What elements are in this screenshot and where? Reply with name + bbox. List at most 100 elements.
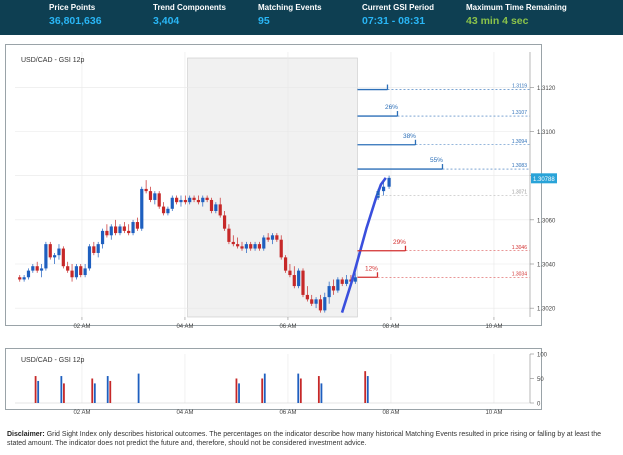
volume-bar (263, 373, 266, 403)
candle-body (327, 286, 331, 298)
x-tick-label: 08 AM (382, 324, 399, 330)
stat-max-time-remaining: Maximum Time Remaining 43 min 4 sec (466, 3, 567, 27)
candle-body (31, 266, 35, 271)
current-price-tag (531, 173, 557, 184)
candle-body (381, 186, 386, 192)
volume-chart-panel[interactable]: 100 50 0 02 AM 04 AM 06 AM 08 AM 10 AM USD/CAD … (5, 348, 548, 416)
y-tick-label: 0 (537, 402, 541, 408)
candle-body (74, 266, 79, 278)
candle-body (39, 268, 44, 271)
volume-bar (34, 376, 37, 403)
candle-body (288, 270, 292, 276)
current-price-label: 1.30788 (533, 177, 555, 183)
stat-value: 43 min 4 sec (466, 15, 529, 27)
candle-body (170, 197, 174, 209)
candle-body (26, 270, 31, 278)
mid-level-price: 1.3071 (512, 190, 528, 196)
candle-body (179, 199, 183, 203)
y-tick-label: 1.3120 (537, 86, 556, 92)
candle-body (175, 197, 179, 203)
candle-body (257, 244, 262, 249)
candle-body (236, 244, 240, 247)
up-level-price: 1.3094 (512, 139, 528, 145)
up-level-percent: 55% (430, 157, 443, 164)
down-level-percent: 12% (365, 265, 378, 272)
candle-body (279, 239, 283, 258)
volume-bar (63, 383, 65, 403)
x-tick-label: 02 AM (73, 324, 90, 330)
down-level-price: 1.3046 (512, 245, 528, 251)
candle-body (266, 237, 270, 240)
stat-label: Maximum Time Remaining (466, 3, 567, 12)
candle-body (244, 244, 248, 249)
candle-body (131, 222, 135, 234)
candle-body (353, 277, 357, 282)
candle-body (114, 226, 118, 234)
stats-header: Price Points 36,801,636 Trend Components… (0, 0, 623, 35)
candle-body (310, 299, 314, 304)
candle-body (109, 226, 113, 236)
up-level-percent: 26% (385, 104, 398, 111)
candle-body (144, 188, 148, 192)
stat-value: 95 (258, 15, 270, 27)
candle-body (249, 244, 253, 249)
candle-body (127, 230, 131, 234)
x-tick-label: 06 AM (279, 324, 296, 330)
volume-bar (109, 380, 112, 403)
volume-chart[interactable]: 100 50 0 02 AM 04 AM 06 AM 08 AM 10 AM (5, 348, 620, 418)
up-level-price: 1.3107 (512, 110, 528, 116)
main-chart-title: USD/CAD - GSI 12p (21, 57, 85, 64)
stat-value: 36,801,636 (49, 15, 102, 27)
stat-current-gsi-period: Current GSI Period 07:31 - 08:31 (362, 3, 434, 27)
candle-body (331, 286, 336, 291)
candle-body (118, 226, 122, 234)
y-tick-label: 1.3100 (537, 130, 556, 136)
up-level-price: 1.3083 (512, 163, 528, 169)
candle-body (192, 197, 196, 200)
candle-body (214, 204, 218, 211)
candle-body (79, 266, 83, 276)
candle-body (262, 237, 266, 249)
candle-body (314, 299, 318, 304)
x-tick-label: 10 AM (485, 324, 502, 330)
stat-value: 3,404 (153, 15, 180, 27)
volume-bar (261, 378, 264, 403)
x-tick-label: 06 AM (279, 410, 296, 416)
candle-body (83, 268, 87, 276)
candle-body (218, 204, 222, 216)
candle-body (301, 270, 305, 295)
candle-body (92, 246, 96, 253)
candle-body (44, 244, 48, 269)
candle-body (96, 244, 100, 253)
volume-bar (366, 376, 369, 403)
candle-body (153, 193, 157, 200)
volume-bar (364, 371, 367, 403)
candle-body (336, 279, 340, 291)
candle-body (87, 246, 92, 269)
x-tick-label: 10 AM (485, 410, 502, 416)
candle-body (48, 244, 52, 258)
volume-bar (37, 380, 40, 403)
candle-body (376, 191, 380, 198)
y-tick-label: 50 (537, 377, 544, 383)
candle-body (292, 275, 296, 287)
volume-bar (60, 376, 63, 403)
volume-bar (91, 378, 94, 403)
candle-body (209, 199, 214, 211)
up-level-percent: 38% (403, 133, 416, 140)
stat-matching-events: Matching Events 95 (258, 3, 322, 27)
candle-body (275, 235, 279, 240)
stat-label: Trend Components (153, 3, 226, 12)
candle-body (240, 246, 244, 249)
stat-label: Price Points (49, 3, 96, 12)
candle-body (387, 177, 391, 187)
x-tick-label: 08 AM (382, 410, 399, 416)
stat-label: Matching Events (258, 3, 322, 12)
volume-bar (235, 378, 238, 403)
candle-body (323, 297, 327, 311)
candle-body (140, 188, 144, 229)
y-tick-label: 1.3040 (537, 263, 556, 269)
candle-body (253, 244, 257, 249)
